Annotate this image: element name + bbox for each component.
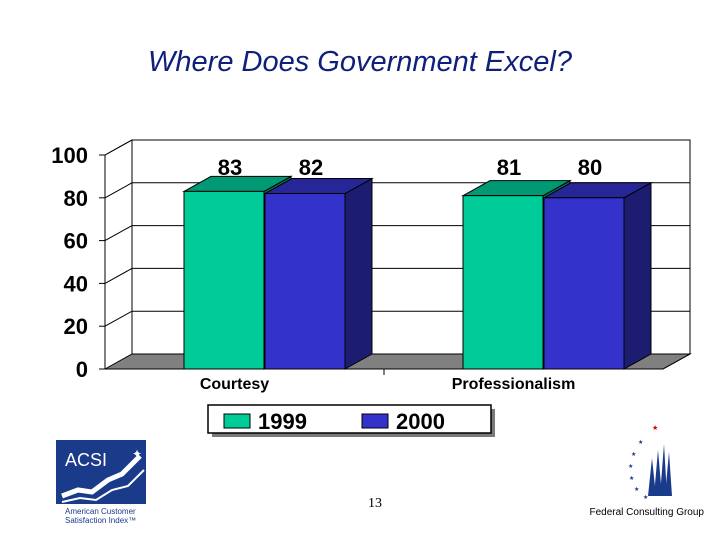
bar-chart: 0 20 40 60 80 100 83 82 81 80 Courtesy Profession… (51, 139, 692, 437)
data-label: 82 (299, 155, 323, 180)
y-tick-label: 0 (76, 357, 88, 382)
svg-text:✦: ✦ (132, 447, 142, 461)
data-label: 80 (578, 155, 602, 180)
bar (183, 190, 265, 370)
x-tick-label: Professionalism (452, 376, 576, 393)
svg-text:★: ★ (628, 463, 633, 470)
svg-text:★: ★ (629, 475, 634, 482)
data-label: 81 (497, 155, 521, 180)
legend-label: 1999 (258, 409, 307, 434)
legend-box (207, 404, 492, 434)
svg-text:★: ★ (638, 439, 643, 446)
acsi-logo: ACSI ✦ American Customer Satisfaction In… (56, 440, 148, 531)
y-tick-label: 60 (64, 229, 88, 254)
svg-text:★: ★ (634, 486, 639, 493)
page-number: 13 (368, 496, 382, 511)
bar (264, 193, 346, 370)
side-wall-edge (104, 139, 133, 156)
floor-edge (662, 353, 691, 370)
x-tick-label: Courtesy (200, 376, 269, 393)
y-tick-label: 100 (51, 143, 88, 168)
data-label: 83 (218, 155, 242, 180)
y-tick-label: 20 (64, 314, 88, 339)
legend-swatch (361, 413, 389, 429)
svg-text:★: ★ (652, 424, 658, 432)
page-title: Where Does Government Excel? (148, 46, 572, 78)
bar-side (623, 181, 652, 370)
svg-text:★: ★ (631, 451, 636, 458)
legend-swatch (223, 413, 251, 429)
svg-text:★: ★ (643, 494, 648, 501)
bar (543, 197, 625, 370)
svg-text:Satisfaction Index™: Satisfaction Index™ (65, 516, 136, 525)
federal-consulting-group-logo: ★ ★ ★ ★ ★ ★ ★ (618, 420, 674, 507)
legend-label: 2000 (396, 409, 445, 434)
organization-name: Federal Consulting Group (589, 507, 704, 518)
svg-text:American Customer: American Customer (65, 507, 136, 516)
bar-side (344, 177, 373, 370)
svg-text:ACSI: ACSI (65, 450, 107, 470)
y-tick-label: 40 (64, 271, 88, 296)
bar (462, 195, 544, 370)
y-tick-label: 80 (64, 186, 88, 211)
